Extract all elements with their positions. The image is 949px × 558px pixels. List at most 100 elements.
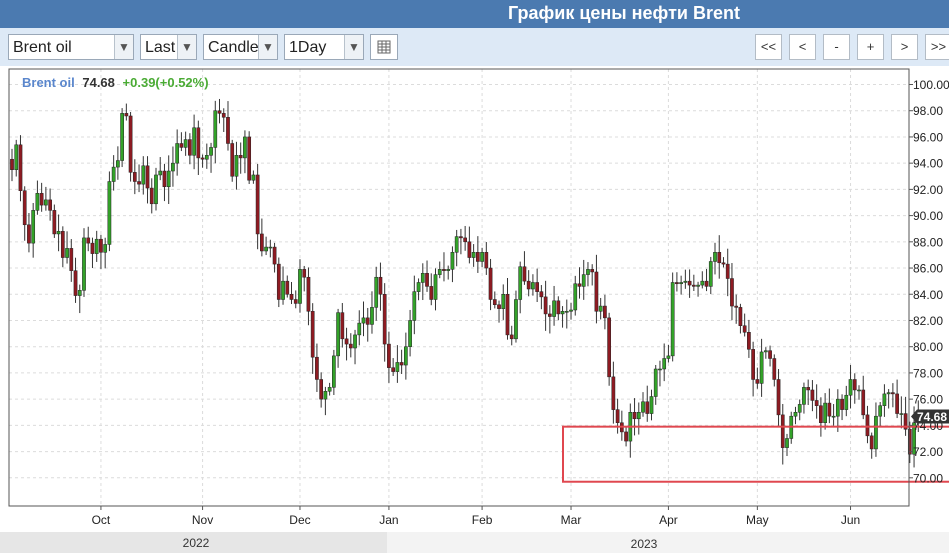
candle: [420, 263, 425, 301]
candle-body: [442, 269, 446, 271]
candlestick-chart[interactable]: 100.00 98.00 96.00 94.00 92.00 90.00 88.00 86.0…: [0, 66, 949, 553]
candle: [772, 354, 777, 387]
table-view-button[interactable]: [370, 34, 398, 60]
candle: [276, 257, 281, 308]
y-tick-label: 86.00: [913, 262, 943, 276]
candle-body: [459, 236, 463, 239]
candle: [645, 385, 650, 422]
candle-body: [806, 387, 811, 391]
candle-body: [543, 296, 548, 315]
interval-select[interactable]: 1Day ▼: [284, 34, 364, 60]
zoom-in-button[interactable]: +: [857, 34, 884, 60]
instrument-select[interactable]: Brent oil ▼: [8, 34, 134, 60]
candle: [158, 157, 163, 181]
candle-body: [149, 187, 154, 205]
candle: [543, 280, 548, 331]
candle-body: [603, 305, 607, 319]
candle-body: [90, 242, 95, 254]
candle: [416, 278, 421, 301]
nav-next-button[interactable]: >: [891, 34, 918, 60]
candle-body: [35, 193, 40, 211]
candle-body: [120, 113, 124, 161]
candle-body: [645, 401, 650, 414]
candle: [348, 333, 353, 358]
candle-body: [713, 252, 717, 262]
candle: [467, 226, 472, 264]
candle: [238, 142, 243, 174]
candle: [730, 263, 734, 321]
candle: [128, 111, 133, 182]
legend-last-price: 74.68: [82, 75, 115, 90]
candle: [213, 100, 218, 164]
candle: [708, 256, 713, 295]
candle-body: [39, 193, 44, 206]
candle-body: [27, 224, 31, 244]
candle-body: [687, 280, 692, 286]
candle: [632, 398, 637, 436]
candle: [810, 380, 815, 412]
candle-body: [348, 343, 353, 349]
y-tick-label: 92.00: [913, 183, 943, 197]
candle: [361, 301, 366, 337]
candle-body: [840, 398, 844, 410]
candle: [344, 327, 349, 361]
y-tick-label: 82.00: [913, 314, 943, 328]
candle-body: [437, 269, 442, 275]
candle: [662, 343, 667, 382]
candle: [907, 421, 912, 464]
last-price-tag: [911, 409, 949, 424]
candle: [755, 367, 760, 389]
candle-body: [560, 311, 565, 315]
candle-body: [814, 400, 819, 406]
candle: [683, 269, 688, 289]
candle: [641, 392, 645, 417]
candle-body: [416, 282, 421, 292]
candle-body: [819, 405, 823, 423]
candle: [539, 285, 544, 310]
candle-body: [725, 263, 730, 279]
candle-body: [44, 199, 48, 206]
zoom-out-button[interactable]: -: [823, 34, 850, 60]
candle: [221, 108, 226, 132]
candle: [107, 171, 112, 252]
candle: [103, 237, 108, 269]
candle: [90, 237, 95, 269]
candle-body: [196, 127, 201, 159]
candle-body: [649, 396, 654, 414]
candle-body: [450, 252, 455, 270]
candle: [725, 248, 730, 297]
candle-body: [865, 414, 870, 437]
price-type-select[interactable]: Last ▼: [140, 34, 197, 60]
nav-prev-button[interactable]: <: [789, 34, 816, 60]
candle: [747, 319, 751, 358]
candle-body: [768, 350, 772, 359]
candle: [653, 364, 658, 405]
candle-body: [878, 405, 883, 417]
candle: [260, 218, 264, 257]
candle-body: [785, 438, 789, 448]
candle: [476, 236, 480, 273]
candle: [82, 228, 86, 297]
candle-body: [158, 170, 163, 176]
candle-body: [624, 431, 628, 442]
nav-first-button[interactable]: <<: [755, 34, 782, 60]
nav-last-button[interactable]: >>: [925, 34, 949, 60]
candle: [412, 275, 417, 335]
candle-body: [632, 412, 637, 420]
chart-style-select[interactable]: Candle ▼: [203, 34, 278, 60]
candle-body: [306, 276, 311, 312]
header-bar: График цены нефти Brent: [0, 0, 949, 28]
candle: [450, 246, 455, 283]
candle-body: [408, 320, 412, 347]
candle-body: [128, 115, 133, 173]
candle: [780, 403, 785, 465]
candle-body: [171, 162, 175, 172]
candle-body: [497, 304, 501, 309]
candle: [234, 141, 239, 190]
candle: [501, 284, 506, 320]
candle-body: [319, 379, 324, 400]
candle: [14, 139, 19, 177]
candle-body: [391, 367, 395, 372]
candle: [10, 148, 14, 182]
price-chart[interactable]: 100.00 98.00 96.00 94.00 92.00 90.00 88.00 86.0…: [0, 66, 949, 553]
